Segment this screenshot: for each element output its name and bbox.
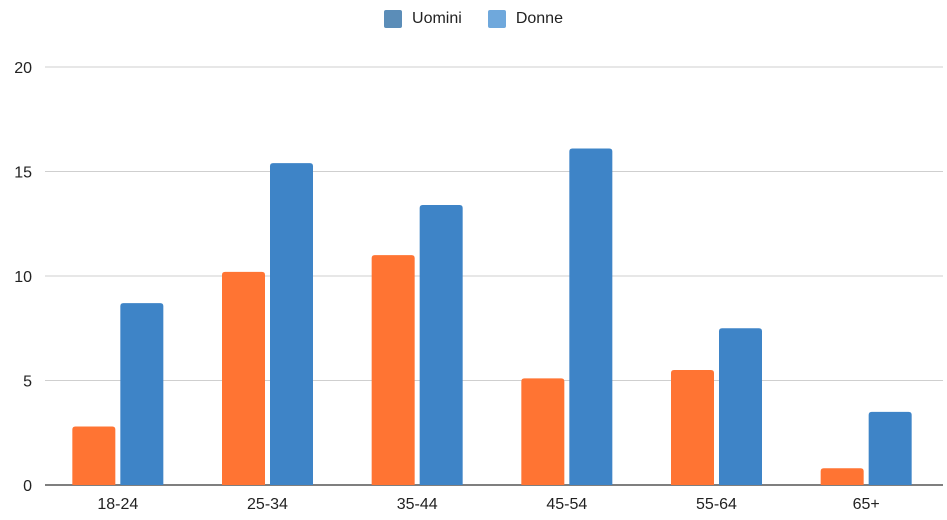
bar-uomini-18-24 [72,426,116,485]
bar-donne-25-34 [270,163,313,485]
bar-donne-45-54 [569,148,613,485]
bar-donne-65+ [868,411,912,485]
legend-swatch-uomini [384,10,403,28]
bar-donne-18-24 [120,303,164,485]
legend-item-uomini: Uomini [384,10,462,28]
legend-label-uomini: Uomini [412,10,462,27]
bar-uomini-55-64 [671,370,714,485]
bar-donne-55-64 [719,328,762,485]
y-tick-label: 10 [14,269,32,286]
legend-swatch-donne [487,10,506,28]
bar-uomini-45-54 [521,378,565,485]
x-tick-label: 55-64 [696,496,737,513]
y-tick-label: 5 [23,374,32,391]
x-tick-label: 65+ [853,496,880,513]
y-tick-label: 15 [14,165,32,182]
legend: Uomini Donne [0,10,947,28]
legend-label-donne: Donne [515,10,563,27]
legend-item-donne: Donne [487,10,563,28]
x-tick-label: 35-44 [397,496,438,513]
x-tick-label: 45-54 [546,496,587,513]
bar-uomini-35-44 [371,255,415,485]
y-tick-label: 20 [14,60,32,77]
y-tick-label: 0 [23,478,32,495]
x-tick-label: 18-24 [97,496,138,513]
x-tick-label: 25-34 [247,496,288,513]
bar-donne-35-44 [419,204,463,485]
bar-uomini-25-34 [222,271,265,485]
bar-uomini-65+ [820,468,864,485]
